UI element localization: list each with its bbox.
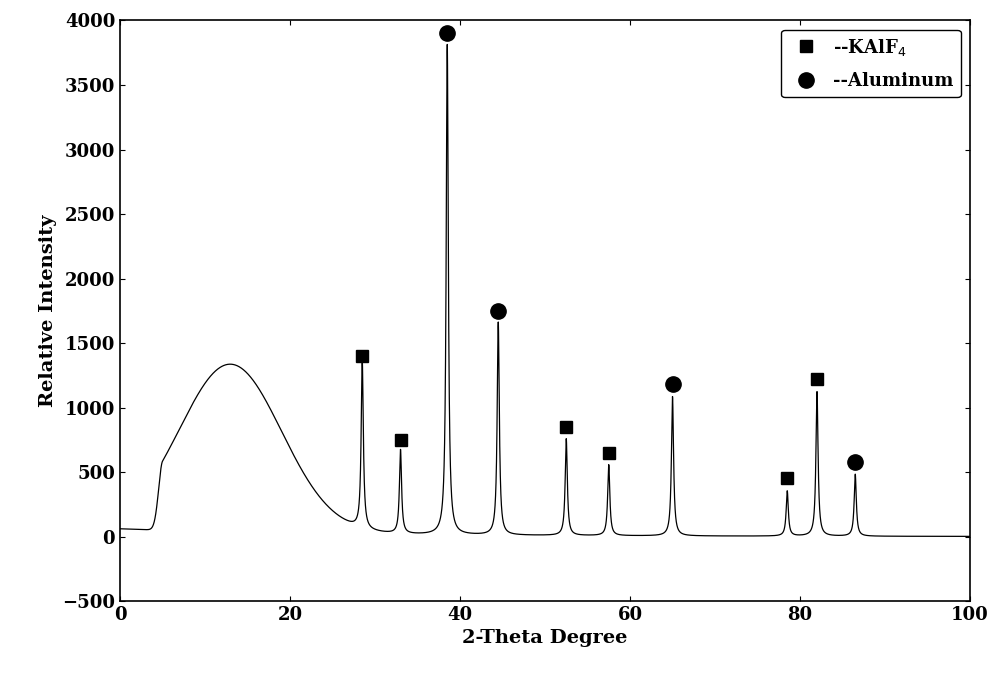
Y-axis label: Relative Intensity: Relative Intensity (39, 214, 57, 407)
X-axis label: 2-Theta Degree: 2-Theta Degree (462, 630, 628, 647)
Legend: --KAlF$_4$, --Aluminum: --KAlF$_4$, --Aluminum (781, 29, 961, 98)
